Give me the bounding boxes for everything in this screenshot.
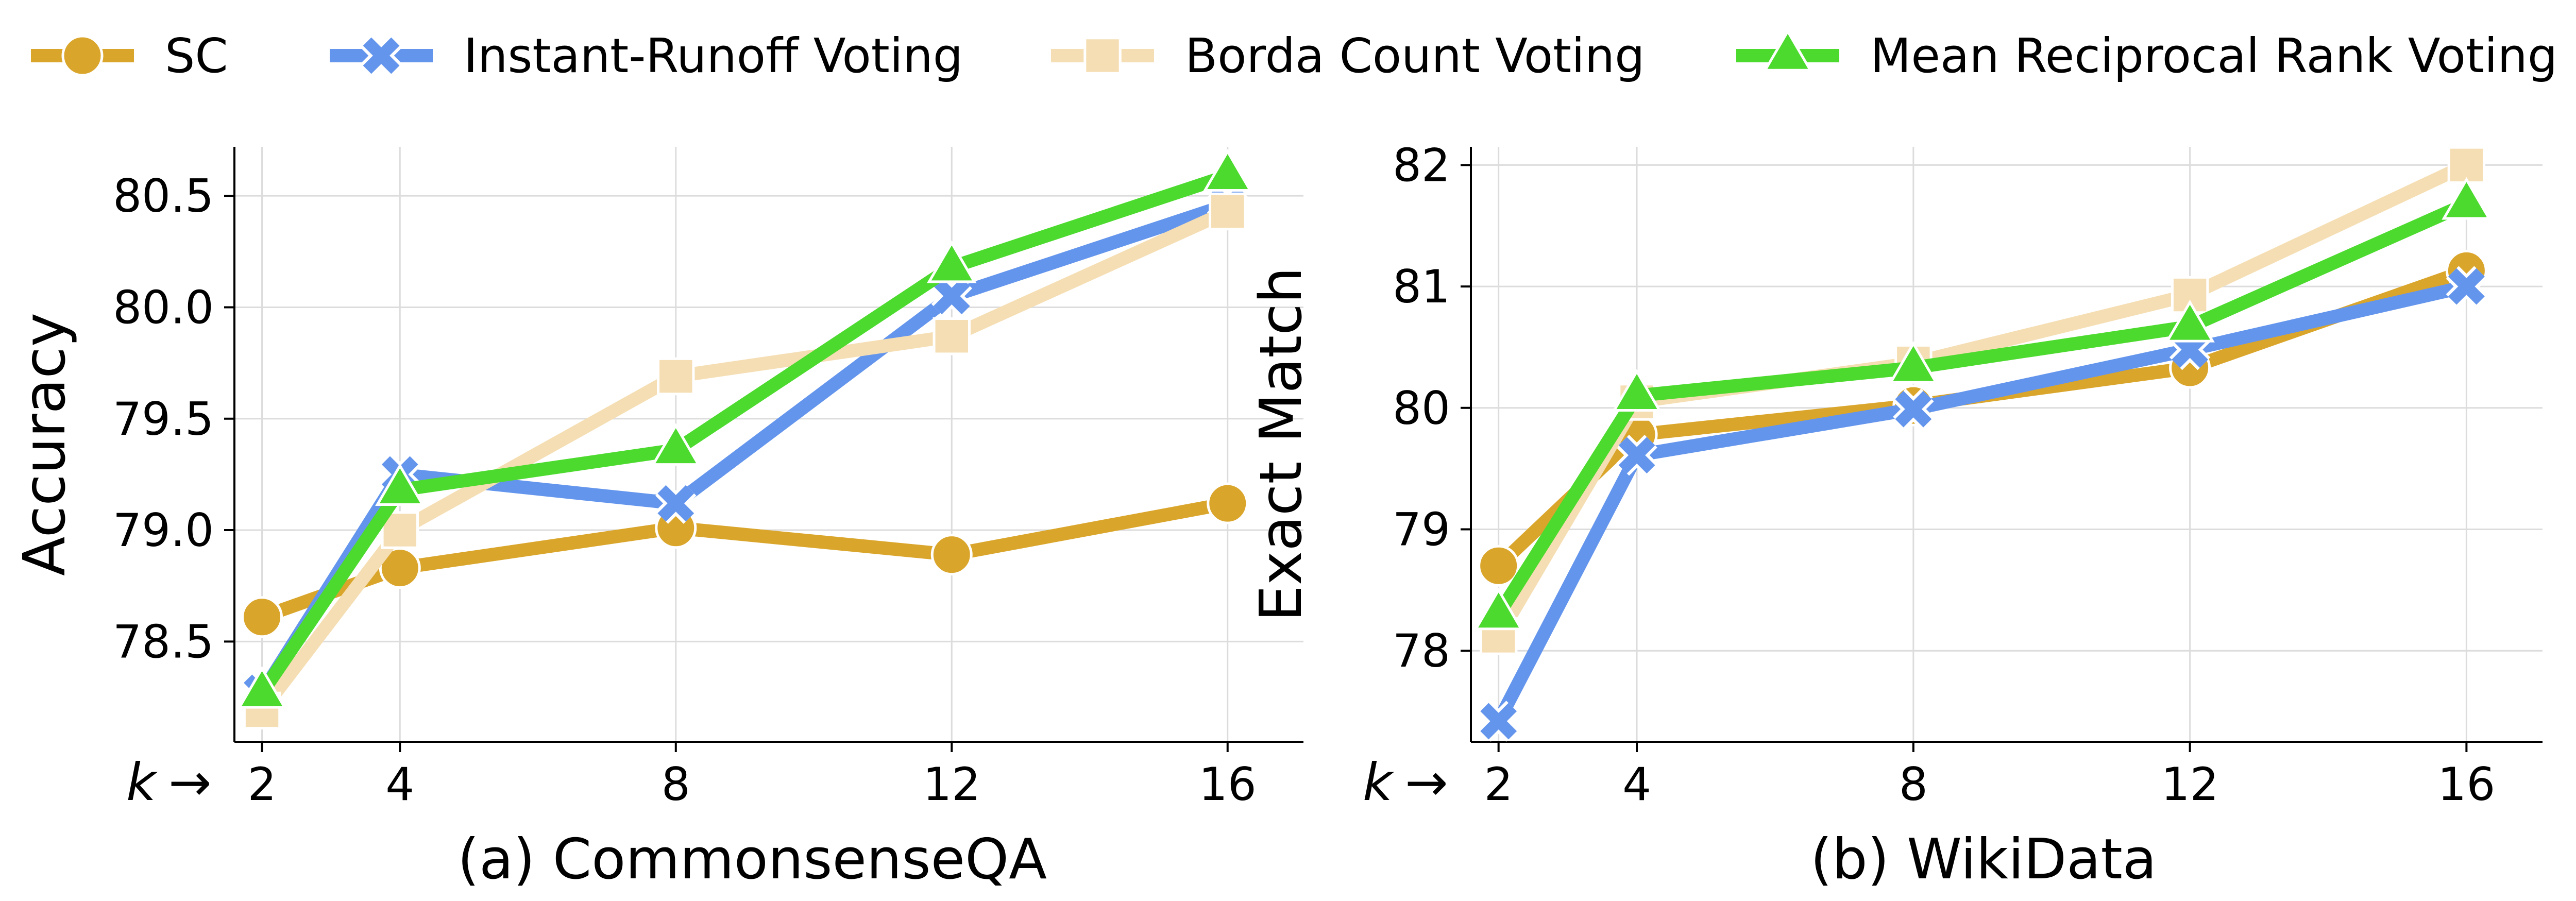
legend-item-instant-runoff-voting: Instant-Runoff Voting [330, 28, 963, 83]
data-point [1893, 388, 1934, 430]
data-point [931, 276, 972, 317]
gridlines [234, 147, 1303, 742]
y-tick-label: 79.0 [113, 504, 214, 557]
data-point [933, 317, 971, 355]
legend-item-mean-reciprocal-rank-voting: Mean Reciprocal Rank Voting [1736, 28, 2557, 83]
x-tick-label: 12 [2161, 758, 2219, 811]
legend-marker-triangle [1762, 28, 1813, 72]
data-point [381, 511, 419, 549]
data-point [927, 240, 977, 283]
data-point [657, 357, 695, 396]
series-mean-reciprocal-rank-voting [237, 149, 1252, 709]
data-point [1202, 149, 1252, 192]
data-point [1612, 369, 1662, 412]
x-tick-label: 8 [1899, 758, 1928, 811]
y-tick-label: 78.5 [113, 615, 214, 668]
y-tick-label: 80 [1393, 382, 1450, 435]
data-point [1473, 587, 1523, 631]
panel-commonsenseqa: 78.5 79.0 79.5 80.0 80.5 2 4 8 12 16 k → Accuracy (a)… [11, 147, 1303, 892]
k-symbol: k [1363, 752, 1395, 812]
data-point [2447, 146, 2486, 184]
y-axis-label: Exact Match [1248, 267, 1315, 622]
data-point [651, 423, 701, 466]
k-symbol: k [126, 752, 158, 812]
data-point [375, 463, 425, 506]
legend-label: SC [165, 28, 228, 83]
y-tick-label: 81 [1393, 260, 1450, 313]
legend-item-borda-count-voting: Borda Count Voting [1051, 28, 1645, 83]
panel-wikidata: 78 79 80 81 82 2 4 8 12 16 k → Exact Match (b) WikiDa… [1248, 139, 2543, 892]
panel-caption: (b) WikiData [1810, 827, 2157, 892]
x-tick-label: 16 [2437, 758, 2495, 811]
legend-item-sc: SC [31, 28, 228, 83]
y-tick-label: 78 [1393, 624, 1450, 677]
x-tick-label: 8 [662, 758, 690, 811]
legend-marker-circle [61, 35, 104, 77]
legend: SC Instant-Runoff Voting Borda Count Votin… [31, 28, 2557, 83]
data-point [1209, 192, 1247, 231]
data-point [655, 483, 697, 524]
data-point [241, 596, 283, 638]
y-tick-label: 82 [1393, 139, 1450, 192]
data-point [930, 534, 973, 576]
y-axis-label: Accuracy [11, 313, 78, 576]
arrow-symbol: → [168, 752, 212, 812]
data-point [237, 666, 287, 709]
x-tick-label: 4 [1622, 758, 1651, 811]
legend-marker-x [361, 35, 402, 76]
data-point [1616, 434, 1657, 476]
data-point [2165, 299, 2215, 343]
x-tick-label: 12 [923, 758, 980, 811]
panel-caption: (a) CommonsenseQA [457, 827, 1047, 892]
legend-label: Borda Count Voting [1185, 28, 1645, 83]
data-point [2446, 266, 2487, 307]
data-point [1478, 545, 1520, 587]
legend-marker-square [1083, 37, 1122, 75]
k-arrow-label: k → [126, 752, 212, 812]
data-point [2442, 177, 2492, 220]
arrow-symbol: → [1405, 752, 1448, 812]
series-mean-reciprocal-rank-voting [1473, 177, 2492, 631]
data-point [1478, 701, 1519, 742]
legend-label: Instant-Runoff Voting [464, 28, 963, 83]
y-tick-label: 79 [1393, 503, 1450, 556]
data-point [1888, 341, 1939, 384]
y-tick-label: 79.5 [113, 393, 214, 446]
x-tick-label: 2 [248, 758, 277, 811]
x-tick-label: 2 [1484, 758, 1513, 811]
data-point [1207, 482, 1249, 524]
k-arrow-label: k → [1363, 752, 1448, 812]
x-tick-label: 4 [385, 758, 414, 811]
y-tick-label: 80.0 [113, 281, 214, 334]
legend-label: Mean Reciprocal Rank Voting [1870, 28, 2557, 83]
x-tick-label: 16 [1199, 758, 1257, 811]
y-tick-label: 80.5 [113, 169, 214, 223]
